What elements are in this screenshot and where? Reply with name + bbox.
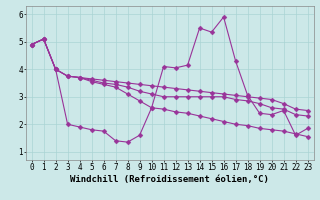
- X-axis label: Windchill (Refroidissement éolien,°C): Windchill (Refroidissement éolien,°C): [70, 175, 269, 184]
